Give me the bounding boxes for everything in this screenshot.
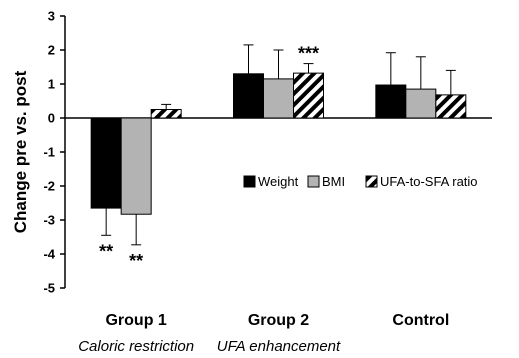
legend-label: BMI: [322, 174, 345, 189]
legend-label: UFA-to-SFA ratio: [380, 174, 478, 189]
legend-label: Weight: [258, 174, 299, 189]
y-tick-label: 3: [48, 9, 55, 24]
bar-weight: [375, 84, 407, 119]
bar-weight: [233, 73, 264, 119]
y-tick-label: -4: [43, 247, 55, 262]
bar-bmi: [120, 117, 152, 215]
y-tick-label: -5: [43, 281, 55, 296]
x-category-label: Group 2: [248, 312, 309, 329]
significance-annotation: **: [99, 241, 113, 261]
x-category-sublabel: UFA enhancement: [217, 338, 341, 355]
legend: Weight BMI UFA-to-SFA ratio: [243, 174, 478, 189]
legend-swatch: [307, 175, 320, 188]
legend-swatch: [365, 175, 378, 188]
x-category-label: Group 1: [105, 312, 166, 329]
y-tick-label: 2: [48, 43, 55, 58]
significance-annotation: **: [129, 251, 143, 271]
significance-annotation: ***: [298, 44, 319, 64]
bar-ufa-to-sfa-ratio: [435, 94, 467, 119]
y-tick-label: 0: [48, 111, 55, 126]
bar-weight: [90, 117, 122, 209]
bar-ufa-to-sfa-ratio: [293, 72, 324, 119]
bar-bmi: [405, 88, 437, 119]
bar-ufa-to-sfa-ratio: [150, 109, 182, 119]
x-category-label: Control: [392, 312, 449, 329]
y-tick-label: 1: [48, 77, 55, 92]
legend-swatch: [243, 175, 256, 188]
y-tick-label: -1: [43, 145, 55, 160]
y-axis-title: Change pre vs. post: [11, 70, 30, 233]
x-category-sublabel: Caloric restriction: [78, 338, 194, 355]
y-tick-label: -2: [43, 179, 55, 194]
y-tick-label: -3: [43, 213, 55, 228]
bar-bmi: [263, 78, 294, 119]
